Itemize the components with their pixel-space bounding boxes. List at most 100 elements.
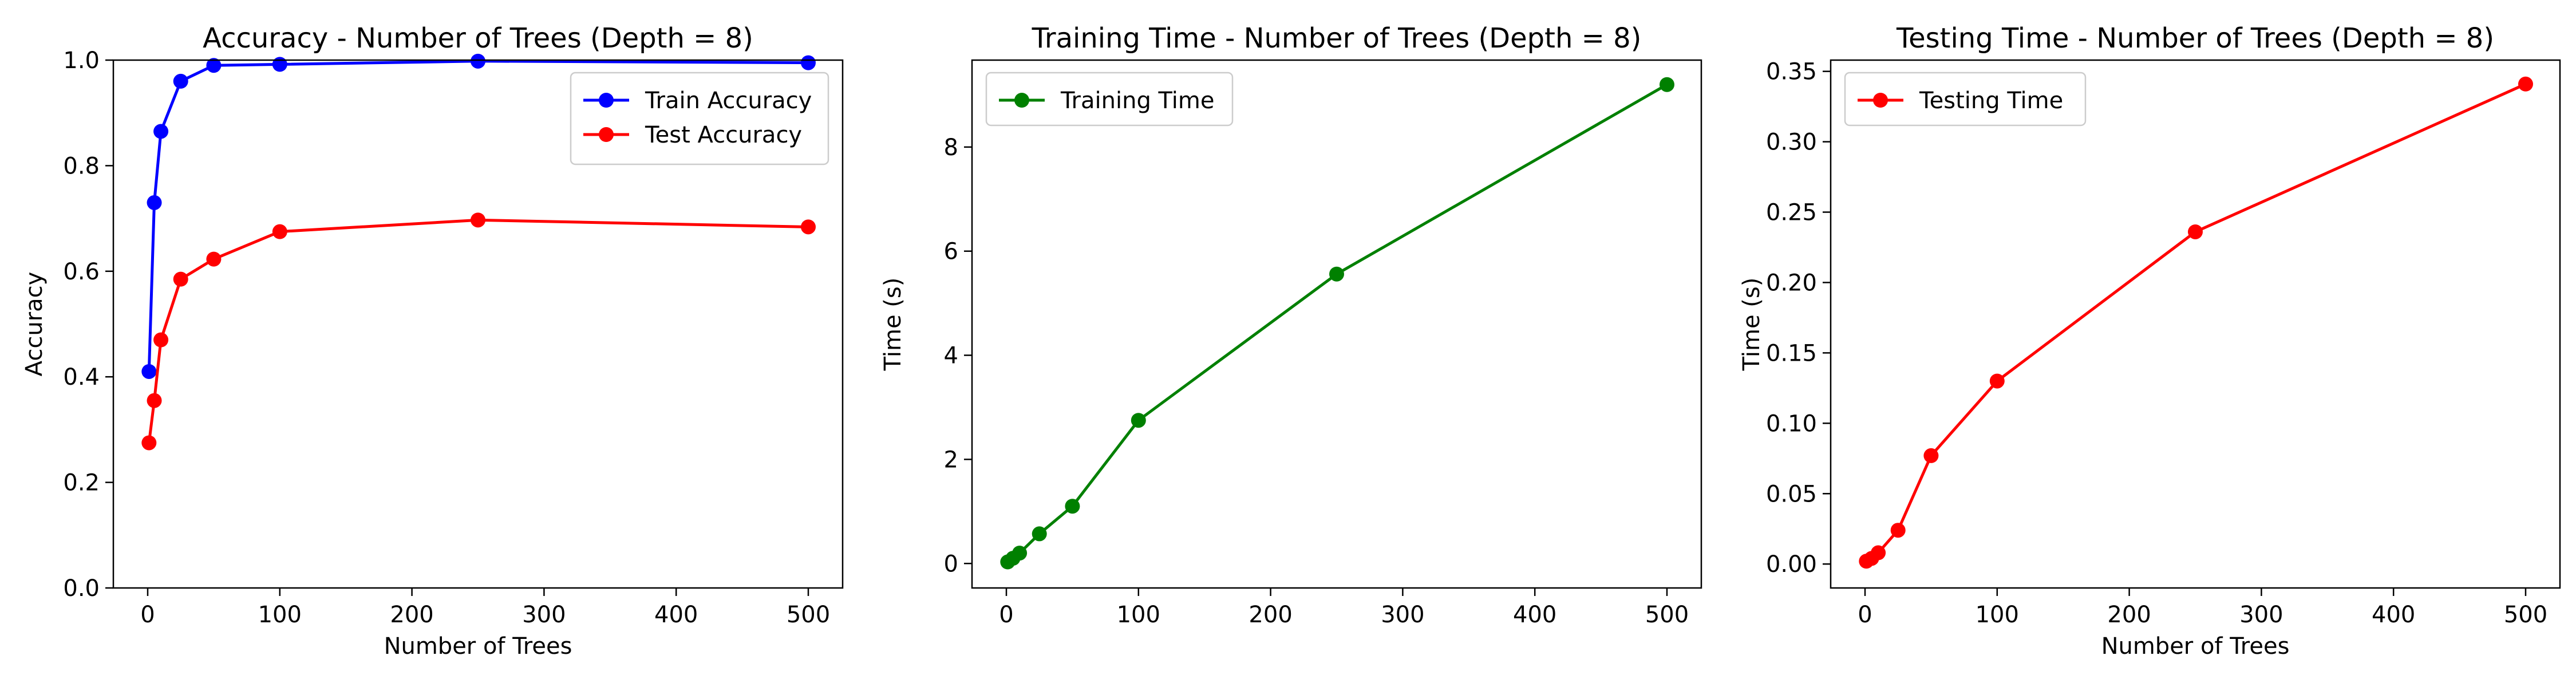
data-point <box>1329 266 1344 282</box>
legend-swatch-marker <box>599 127 614 142</box>
data-point <box>147 393 162 408</box>
series-1 <box>1000 77 1674 570</box>
legend-label: Train Accuracy <box>645 88 812 114</box>
x-tick-label: 100 <box>1976 602 2019 628</box>
data-point <box>141 435 157 451</box>
x-tick-label: 200 <box>2107 602 2151 628</box>
chart-title: Testing Time - Number of Trees (Depth = … <box>1896 22 2494 54</box>
x-tick-label: 100 <box>1117 602 1160 628</box>
x-tick-label: 0 <box>1858 602 1872 628</box>
y-tick-label: 0.0 <box>63 575 100 602</box>
y-tick-label: 0.8 <box>63 153 100 179</box>
data-point <box>147 195 162 210</box>
y-tick-label: 0.20 <box>1766 270 1817 296</box>
y-tick-label: 2 <box>944 447 958 473</box>
y-axis-label: Time (s) <box>1739 278 1765 372</box>
legend-box <box>1844 72 2087 127</box>
x-tick-label: 200 <box>1249 602 1292 628</box>
x-tick-label: 400 <box>1513 602 1556 628</box>
x-axis-label: Number of Trees <box>384 633 572 660</box>
x-tick-label: 300 <box>2239 602 2283 628</box>
data-point <box>272 57 287 72</box>
axes-frame <box>971 59 1702 589</box>
chart-title: Accuracy - Number of Trees (Depth = 8) <box>203 22 753 54</box>
series-1 <box>1859 76 2533 569</box>
x-tick-label: 0 <box>999 602 1013 628</box>
x-tick-label: 300 <box>1381 602 1424 628</box>
y-tick-label: 0.05 <box>1766 481 1817 507</box>
y-tick-label: 8 <box>944 135 958 161</box>
legend-label: Test Accuracy <box>645 122 802 148</box>
data-point <box>1065 499 1080 514</box>
x-tick-label: 300 <box>522 602 566 628</box>
chart-panel-3: Testing Time - Number of Trees (Depth = … <box>1739 22 2561 660</box>
legend-swatch-marker <box>1014 93 1029 108</box>
data-point <box>1012 546 1028 561</box>
y-axis-label: Time (s) <box>880 278 906 372</box>
data-point <box>800 219 816 235</box>
data-point <box>800 55 816 70</box>
data-point <box>1131 413 1146 428</box>
data-point <box>1032 526 1047 542</box>
y-tick-label: 6 <box>944 239 958 265</box>
chart-panel-1: Accuracy - Number of Trees (Depth = 8) 0 1… <box>21 22 844 660</box>
y-tick-label: 0.6 <box>63 259 100 285</box>
chart-title: Training Time - Number of Trees (Depth =… <box>1032 22 1642 54</box>
legend-swatch-marker <box>599 93 614 108</box>
data-point <box>141 364 157 379</box>
data-point <box>1989 373 2005 389</box>
series-line <box>147 60 809 372</box>
legend-label: Training Time <box>1060 88 1214 114</box>
x-axis-label: Number of Trees <box>2101 633 2290 660</box>
legend: Testing Time <box>1844 72 2087 127</box>
data-point <box>471 53 485 69</box>
legend: Train Accuracy Test Accuracy <box>570 72 829 165</box>
data-point <box>206 58 222 73</box>
y-tick-label: 0.4 <box>63 364 100 390</box>
data-point <box>206 251 222 267</box>
axes-frame <box>1830 59 2561 589</box>
x-tick-label: 500 <box>1645 602 1689 628</box>
data-point <box>173 73 188 89</box>
y-tick-label: 0.35 <box>1766 59 1817 85</box>
axes-frame <box>112 59 844 589</box>
data-point <box>153 124 169 139</box>
series-line <box>147 218 809 443</box>
x-tick-label: 400 <box>2372 602 2415 628</box>
x-tick-label: 0 <box>140 602 155 628</box>
legend: Training Time <box>985 72 1234 127</box>
legend-label: Testing Time <box>1919 88 2063 114</box>
x-tick-label: 500 <box>787 602 830 628</box>
y-axis-label: Accuracy <box>21 272 48 377</box>
y-tick-label: 0.25 <box>1766 200 1817 226</box>
x-tick-label: 100 <box>258 602 302 628</box>
data-point <box>153 332 169 348</box>
x-tick-label: 400 <box>654 602 698 628</box>
data-point <box>1890 523 1906 538</box>
series-line <box>1006 83 1668 563</box>
data-point <box>1659 77 1674 92</box>
y-tick-label: 0.30 <box>1766 129 1817 156</box>
y-tick-label: 0.15 <box>1766 340 1817 366</box>
data-point <box>1923 448 1939 463</box>
chart-panel-2: Training Time - Number of Trees (Depth =… <box>880 22 1702 628</box>
y-tick-label: 0.10 <box>1766 410 1817 437</box>
legend-box <box>985 72 1234 127</box>
data-point <box>2188 224 2203 239</box>
y-tick-label: 0.00 <box>1766 551 1817 578</box>
y-tick-label: 0.2 <box>63 470 100 496</box>
data-point <box>173 271 188 287</box>
data-point <box>1871 545 1886 560</box>
legend-swatch-marker <box>1873 93 1888 108</box>
y-tick-label: 1.0 <box>63 48 100 74</box>
data-point <box>471 212 485 228</box>
x-tick-label: 500 <box>2504 602 2547 628</box>
data-point <box>272 224 287 239</box>
data-point <box>2518 76 2533 92</box>
legend-box <box>570 72 829 165</box>
series-2 <box>141 212 816 451</box>
y-tick-label: 0 <box>944 551 958 577</box>
x-tick-label: 200 <box>390 602 433 628</box>
y-tick-label: 4 <box>944 343 958 369</box>
